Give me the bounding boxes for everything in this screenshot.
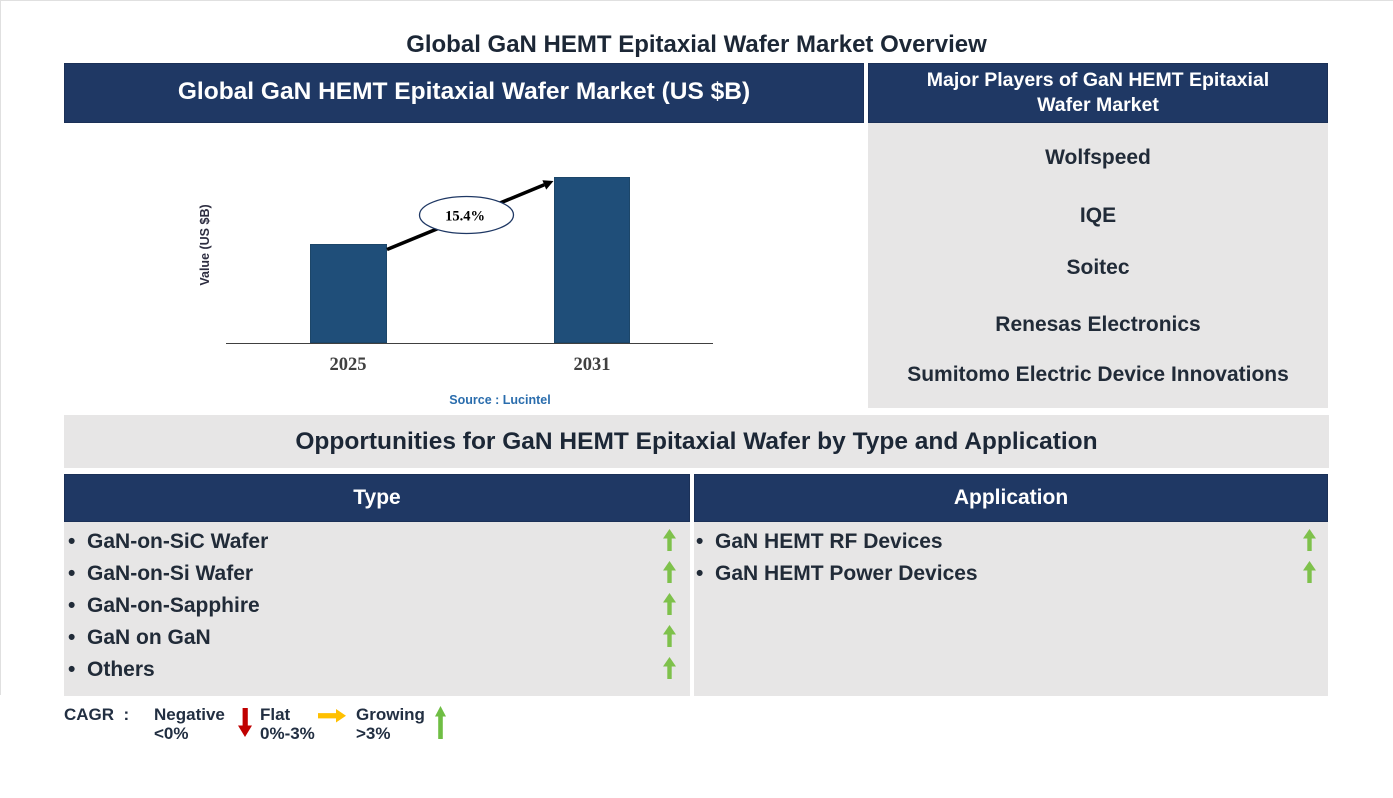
svg-text:15.4%: 15.4% <box>445 209 485 225</box>
